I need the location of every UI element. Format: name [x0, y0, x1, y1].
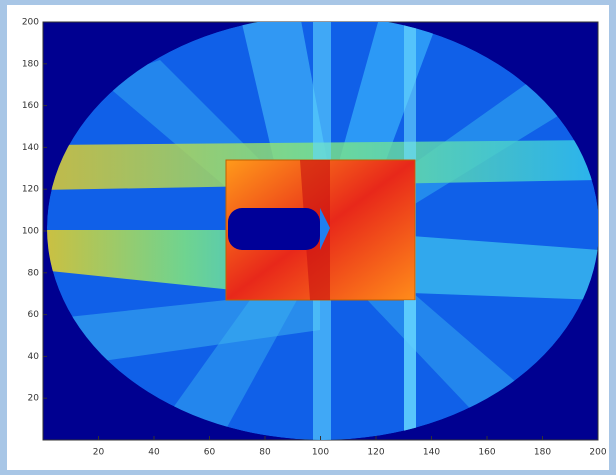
x-tick-label: 140 — [423, 448, 440, 458]
y-tick-label: 140 — [22, 143, 39, 153]
y-tick-label: 80 — [28, 268, 40, 278]
x-tick-label: 200 — [589, 448, 606, 458]
x-tick-label: 120 — [367, 448, 384, 458]
x-tick-label: 20 — [93, 448, 105, 458]
y-tick-label: 180 — [22, 59, 39, 69]
x-tick-label: 40 — [148, 448, 160, 458]
x-tick-label: 60 — [204, 448, 216, 458]
x-tick-label: 180 — [534, 448, 551, 458]
y-tick-label: 20 — [28, 394, 40, 404]
page: 20 40 60 80 100 120 140 160 180 200 20 40 60 80 100 120… — [0, 0, 616, 475]
y-tick-label: 100 — [22, 227, 39, 237]
y-tick-label: 160 — [22, 101, 39, 111]
chart: 20 40 60 80 100 120 140 160 180 200 20 40 60 80 100 120… — [0, 0, 616, 475]
y-tick-label: 60 — [28, 310, 40, 320]
y-tick-label: 40 — [28, 352, 40, 362]
y-tick-label: 200 — [22, 18, 39, 28]
x-tick-label: 160 — [478, 448, 495, 458]
x-tick-label: 80 — [259, 448, 271, 458]
y-tick-label: 120 — [22, 185, 39, 195]
x-tick-label: 100 — [312, 448, 329, 458]
